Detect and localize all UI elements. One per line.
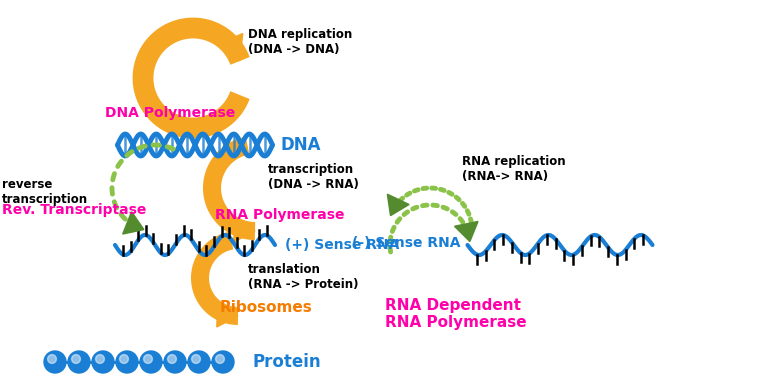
Text: DNA: DNA bbox=[280, 136, 321, 154]
Circle shape bbox=[44, 351, 66, 373]
Text: Rev. Transcriptase: Rev. Transcriptase bbox=[2, 203, 146, 217]
Text: reverse
transcription: reverse transcription bbox=[2, 178, 88, 206]
Circle shape bbox=[143, 355, 152, 363]
Text: (-) Sense RNA: (-) Sense RNA bbox=[351, 236, 460, 250]
Text: Ribosomes: Ribosomes bbox=[220, 300, 312, 315]
Polygon shape bbox=[217, 303, 238, 327]
Circle shape bbox=[92, 351, 114, 373]
Circle shape bbox=[116, 351, 138, 373]
Text: Protein: Protein bbox=[252, 353, 321, 371]
Circle shape bbox=[72, 355, 81, 363]
Text: transcription
(DNA -> RNA): transcription (DNA -> RNA) bbox=[268, 163, 359, 191]
Circle shape bbox=[188, 351, 210, 373]
Circle shape bbox=[212, 351, 234, 373]
Circle shape bbox=[140, 351, 162, 373]
Circle shape bbox=[168, 355, 176, 363]
Text: translation
(RNA -> Protein): translation (RNA -> Protein) bbox=[248, 263, 358, 291]
Circle shape bbox=[216, 355, 224, 363]
Circle shape bbox=[95, 355, 104, 363]
Circle shape bbox=[191, 355, 200, 363]
Polygon shape bbox=[218, 33, 242, 61]
Polygon shape bbox=[234, 219, 255, 242]
Text: DNA replication
(DNA -> DNA): DNA replication (DNA -> DNA) bbox=[248, 28, 352, 56]
Polygon shape bbox=[387, 194, 409, 216]
Circle shape bbox=[47, 355, 56, 363]
Text: RNA Polymerase: RNA Polymerase bbox=[215, 208, 344, 222]
Text: RNA replication
(RNA-> RNA): RNA replication (RNA-> RNA) bbox=[462, 155, 565, 183]
Circle shape bbox=[68, 351, 90, 373]
Text: DNA Polymerase: DNA Polymerase bbox=[105, 106, 235, 120]
Text: (+) Sense RNA: (+) Sense RNA bbox=[285, 238, 399, 252]
Polygon shape bbox=[454, 221, 478, 242]
Circle shape bbox=[164, 351, 186, 373]
Polygon shape bbox=[123, 212, 144, 234]
Circle shape bbox=[120, 355, 129, 363]
Text: RNA Dependent
RNA Polymerase: RNA Dependent RNA Polymerase bbox=[385, 298, 527, 330]
